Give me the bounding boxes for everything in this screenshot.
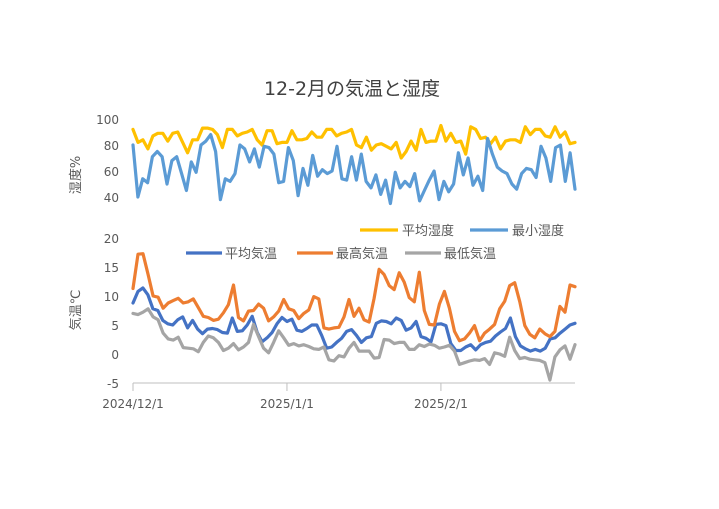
legend-label: 最低気温 [444,246,496,262]
y-tick-label: 15 [104,261,119,275]
y-tick-label: 5 [111,319,119,333]
y-tick-label: 20 [104,232,119,246]
x-tick-label: 2025/2/1 [414,397,468,411]
y-tick-label: 40 [104,191,119,205]
legend-label: 最高気温 [336,246,388,262]
series-line-humidity-1 [131,123,577,160]
x-tick-label: 2025/1/1 [260,397,314,411]
chart-title: 12-2月の気温と湿度 [264,78,440,100]
legend-label: 平均湿度 [402,223,454,239]
y-tick-label: -5 [107,377,119,391]
series-line-temperature-3 [131,307,577,382]
y-tick-label: 60 [104,165,119,179]
y-tick-label: 80 [104,139,119,153]
legend-label: 最小湿度 [512,223,564,239]
y-axis-title: 気温℃ [68,290,84,331]
series-line-temperature-1 [131,286,577,353]
series-line-temperature-2 [131,252,577,343]
legend-label: 平均気温 [225,246,277,262]
y-tick-label: 10 [104,290,119,304]
y-tick-label: 100 [96,113,119,127]
series-line-humidity-2 [131,133,577,206]
y-axis-title: 湿度% [68,156,84,194]
x-tick-label: 2024/12/1 [102,397,164,411]
y-tick-label: 0 [111,348,119,362]
